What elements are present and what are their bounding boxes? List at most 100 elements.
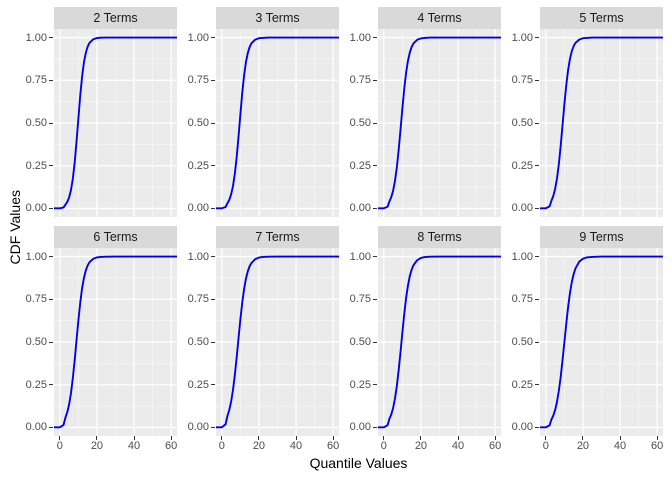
y-tick-label: 1.00 (25, 250, 47, 263)
y-tick-mark (373, 298, 377, 300)
y-tick-label: 1.00 (349, 31, 371, 44)
y-tick-mark (535, 165, 539, 167)
y-axis-ticks: 1.00 0.75 0.50 0.25 0.00 (349, 29, 378, 217)
x-axis-ticks: 0 20 40 60 (216, 436, 339, 453)
x-tick-mark (170, 436, 172, 440)
y-tick-label: 1.00 (511, 31, 533, 44)
facet-strip: 7 Terms (216, 226, 339, 248)
y-tick-label: 1.00 (349, 250, 371, 263)
x-tick-mark (582, 436, 584, 440)
y-tick-label: 0.25 (511, 159, 533, 172)
y-tick-mark (49, 207, 53, 209)
y-tick-mark (211, 37, 215, 39)
facet-panel (540, 248, 663, 436)
y-tick-label: 0.00 (511, 421, 533, 434)
facet-strip-label: 8 Terms (417, 230, 462, 244)
plot-area: 2 Terms 1.00 0.75 0.50 0.25 0.00 3 Terms 1.00 0.… (25, 7, 663, 478)
y-tick-mark (49, 122, 53, 124)
y-tick-mark (211, 122, 215, 124)
y-tick-mark (373, 207, 377, 209)
facet-strip-label: 4 Terms (417, 11, 462, 25)
x-axis-ticks: 0 20 40 60 (54, 436, 177, 453)
panel-grid-major (54, 29, 177, 217)
x-tick-mark (295, 436, 297, 440)
y-tick-mark (49, 384, 53, 386)
y-tick-mark (373, 79, 377, 81)
facet-4-terms: 4 Terms 1.00 0.75 0.50 0.25 0.00 (349, 7, 501, 217)
y-axis-title-column: CDF Values (2, 7, 28, 478)
y-tick-label: 1.00 (511, 250, 533, 263)
x-tick-mark (420, 436, 422, 440)
facet-panel (54, 29, 177, 217)
x-tick-mark (619, 436, 621, 440)
y-tick-mark (211, 165, 215, 167)
x-tick-label: 0 (56, 440, 63, 452)
cdf-curve (378, 36, 501, 210)
x-tick-mark (96, 436, 98, 440)
x-tick-mark (457, 436, 459, 440)
y-tick-mark (373, 426, 377, 428)
facet-panel (54, 248, 177, 436)
panel-grid-major (378, 248, 501, 436)
cdf-curve (54, 36, 177, 210)
x-tick-label: 20 (252, 440, 266, 452)
facet-strip-label: 7 Terms (255, 230, 300, 244)
y-tick-mark (535, 122, 539, 124)
y-axis-ticks: 1.00 0.75 0.50 0.25 0.00 (25, 29, 54, 217)
x-tick-label: 60 (165, 440, 178, 452)
y-tick-label: 0.75 (511, 293, 533, 306)
y-tick-mark (535, 256, 539, 258)
y-tick-label: 0.50 (187, 336, 209, 348)
y-tick-label: 0.00 (25, 202, 47, 215)
facet-strip: 2 Terms (54, 7, 177, 29)
y-tick-label: 0.25 (511, 378, 533, 391)
x-tick-label: 20 (576, 440, 590, 452)
y-tick-mark (535, 207, 539, 209)
y-tick-label: 0.75 (25, 74, 47, 87)
cdf-curve (216, 255, 339, 429)
y-tick-label: 0.00 (349, 421, 371, 434)
x-axis-ticks: 0 20 40 60 (378, 436, 501, 453)
facet-strip-label: 6 Terms (93, 230, 138, 244)
facet-strip-label: 9 Terms (579, 230, 624, 244)
facet-strip: 3 Terms (216, 7, 339, 29)
y-tick-label: 1.00 (187, 250, 209, 263)
y-tick-mark (535, 426, 539, 428)
y-tick-mark (49, 256, 53, 258)
x-tick-mark (133, 436, 135, 440)
facet-7-terms: 7 Terms 1.00 0.75 0.50 0.25 0.00 0 20 40 60 (187, 226, 339, 453)
x-axis-ticks: 0 20 40 60 (540, 436, 663, 453)
y-tick-label: 0.75 (349, 293, 371, 306)
facet-strip-label: 5 Terms (579, 11, 624, 25)
y-axis-ticks: 1.00 0.75 0.50 0.25 0.00 (187, 248, 216, 436)
y-axis-ticks: 1.00 0.75 0.50 0.25 0.00 (349, 248, 378, 436)
y-axis-ticks: 1.00 0.75 0.50 0.25 0.00 (25, 248, 54, 436)
facet-2-terms: 2 Terms 1.00 0.75 0.50 0.25 0.00 (25, 7, 177, 217)
y-tick-label: 0.00 (25, 421, 47, 434)
y-tick-mark (535, 341, 539, 343)
y-tick-mark (373, 256, 377, 258)
x-tick-mark (494, 436, 496, 440)
y-tick-mark (535, 298, 539, 300)
y-tick-mark (373, 37, 377, 39)
y-tick-label: 0.00 (511, 202, 533, 215)
facet-grid: 2 Terms 1.00 0.75 0.50 0.25 0.00 3 Terms 1.00 0.… (25, 7, 663, 453)
x-tick-label: 0 (218, 440, 225, 452)
facet-strip: 9 Terms (540, 226, 663, 248)
facet-strip-label: 3 Terms (255, 11, 300, 25)
x-tick-label: 20 (90, 440, 104, 452)
y-tick-label: 0.50 (511, 117, 533, 129)
y-tick-label: 0.50 (349, 336, 371, 348)
x-tick-mark (545, 436, 547, 440)
facet-strip: 6 Terms (54, 226, 177, 248)
x-tick-label: 60 (651, 440, 664, 452)
y-tick-label: 0.50 (187, 117, 209, 129)
facet-3-terms: 3 Terms 1.00 0.75 0.50 0.25 0.00 (187, 7, 339, 217)
facet-9-terms: 9 Terms 1.00 0.75 0.50 0.25 0.00 0 20 40 60 (511, 226, 663, 453)
cdf-curve (540, 255, 663, 429)
x-tick-mark (383, 436, 385, 440)
y-tick-mark (211, 79, 215, 81)
y-tick-label: 0.00 (187, 202, 209, 215)
y-tick-mark (49, 37, 53, 39)
y-tick-mark (211, 341, 215, 343)
